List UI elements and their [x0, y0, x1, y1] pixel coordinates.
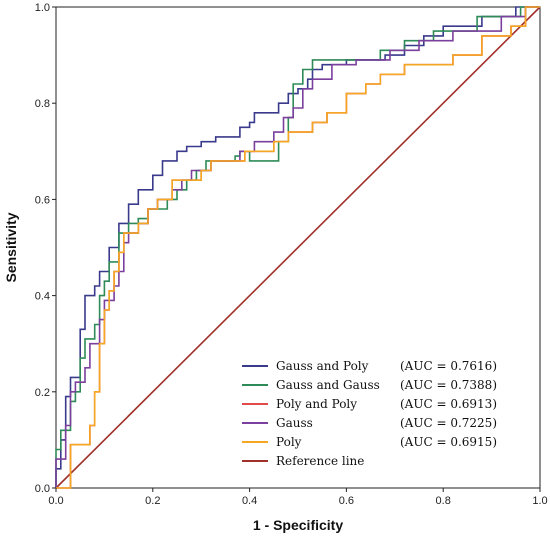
- y-axis-title: Sensitivity: [3, 212, 19, 282]
- y-tick-label: 0.0: [35, 483, 50, 495]
- series-line-gauss-and-poly: [55, 6, 540, 488]
- x-tick-label: 0.4: [242, 495, 257, 507]
- y-tick-label: 0.8: [35, 98, 50, 110]
- y-tick-label: 0.2: [35, 387, 50, 399]
- x-tick-label: 0.8: [436, 495, 451, 507]
- series-line-poly: [56, 6, 540, 489]
- legend-label-gauss-and-gauss: Gauss and Gauss: [276, 378, 380, 392]
- legend-label-gauss-and-poly: Gauss and Poly: [276, 359, 369, 373]
- legend-label-reference-line: Reference line: [276, 454, 364, 468]
- y-tick-label: 1.0: [35, 2, 50, 14]
- y-tick-label: 0.4: [35, 291, 50, 303]
- series-line-gauss-and-gauss: [55, 6, 540, 488]
- x-tick-label: 0.0: [48, 495, 63, 507]
- y-axis: 0.0 0.2 0.4 0.6 0.8 1.0: [35, 2, 56, 495]
- series-layer: [55, 6, 541, 489]
- series-line-reference-line: [55, 6, 541, 489]
- legend-label-poly-and-poly: Poly and Poly: [276, 397, 357, 411]
- y-tick-label: 0.6: [35, 194, 50, 206]
- legend-frame: [238, 353, 534, 477]
- x-tick-label: 1.0: [532, 495, 547, 507]
- legend-auc-poly: (AUC = 0.6915): [400, 435, 497, 449]
- legend: Gauss and Poly (AUC = 0.7616) Gauss and Ga…: [238, 353, 534, 477]
- legend-auc-gauss-and-poly: (AUC = 0.7616): [400, 359, 497, 373]
- legend-auc-poly-and-poly: (AUC = 0.6913): [400, 397, 497, 411]
- legend-label-gauss: Gauss: [276, 416, 313, 430]
- x-axis: 0.0 0.2 0.4 0.6 0.8 1.0: [48, 488, 548, 507]
- legend-label-poly: Poly: [276, 435, 302, 449]
- legend-auc-gauss: (AUC = 0.7225): [400, 416, 497, 430]
- x-tick-label: 0.2: [145, 495, 160, 507]
- x-tick-label: 0.6: [339, 495, 354, 507]
- x-axis-title: 1 - Specificity: [253, 517, 343, 533]
- legend-auc-gauss-and-gauss: (AUC = 0.7388): [400, 378, 497, 392]
